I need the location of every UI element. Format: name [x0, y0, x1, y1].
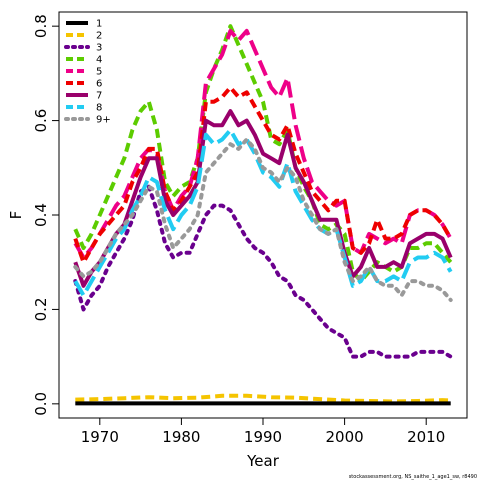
y-tick-label: 0.6 [32, 109, 50, 133]
series-line-7 [73, 109, 453, 288]
x-tick-label: 2010 [407, 428, 445, 446]
x-axis-title: Year [246, 452, 280, 470]
y-tick-label: 0.8 [32, 14, 50, 38]
x-tick-label: 1990 [244, 428, 282, 446]
legend-label: 2 [96, 31, 102, 42]
series-line-6 [73, 85, 453, 265]
legend-label: 7 [96, 91, 102, 102]
y-axis: 0.0 0.2 0.4 0.6 0.8 [32, 14, 60, 416]
y-tick-label: 0.4 [32, 203, 50, 227]
legend-label: 9+ [96, 115, 111, 126]
series-lines [73, 24, 453, 406]
y-tick-label: 0.2 [32, 297, 50, 321]
legend-label: 1 [96, 19, 102, 30]
series-line-8 [73, 128, 453, 298]
legend-label: 6 [96, 79, 102, 90]
legend-label: 4 [96, 55, 102, 66]
series-line-2 [75, 393, 451, 404]
footer-credit: stockassessment.org, NS_saithe_1_age1_sw… [349, 474, 477, 480]
x-axis: 1970 1980 1990 2000 2010 [81, 417, 445, 446]
series-line-4 [73, 24, 453, 284]
x-tick-label: 1980 [162, 428, 200, 446]
x-tick-label: 2000 [326, 428, 364, 446]
series-line-5 [73, 28, 453, 260]
y-tick-label: 0.0 [32, 392, 50, 416]
series-line-9plus [73, 137, 453, 302]
legend-label: 5 [96, 67, 102, 78]
legend-label: 8 [96, 103, 102, 114]
x-tick-label: 1970 [81, 428, 119, 446]
legend-label: 3 [96, 43, 102, 54]
y-axis-title: F [7, 211, 25, 220]
